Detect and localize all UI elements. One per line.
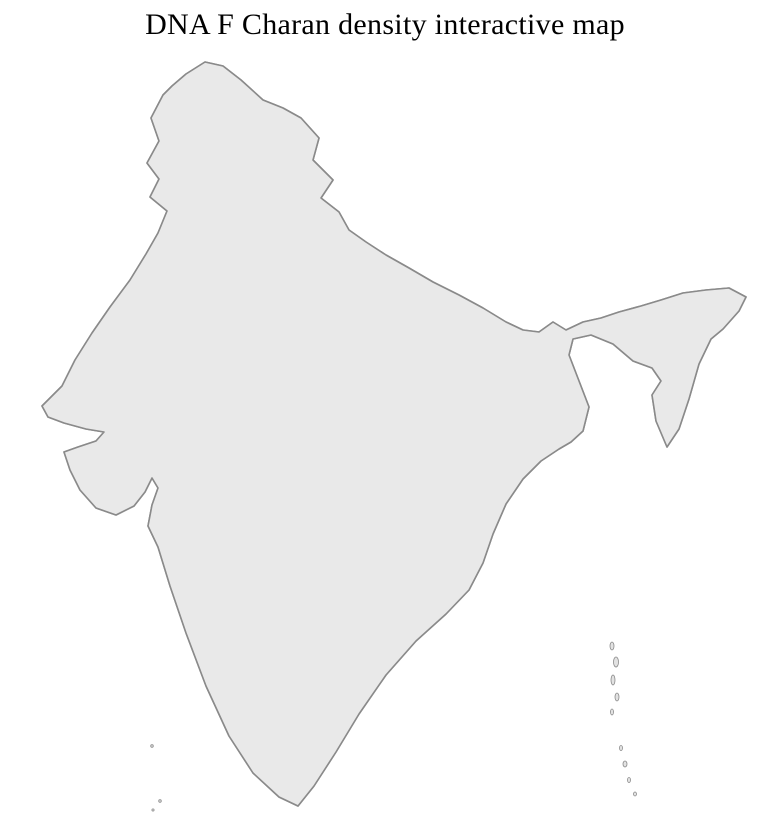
island-shape[interactable] bbox=[151, 808, 155, 812]
island-shape[interactable] bbox=[622, 760, 628, 768]
island-shape[interactable] bbox=[613, 656, 619, 668]
island-shape[interactable] bbox=[150, 744, 154, 748]
island-shape[interactable] bbox=[614, 692, 620, 702]
island-shape[interactable] bbox=[619, 745, 623, 751]
island-districts bbox=[150, 641, 637, 812]
island-shape[interactable] bbox=[158, 799, 162, 803]
island-shape[interactable] bbox=[633, 791, 637, 797]
island-shape[interactable] bbox=[610, 674, 616, 686]
coastline bbox=[41, 61, 747, 807]
island-shape[interactable] bbox=[610, 708, 614, 716]
island-shape[interactable] bbox=[609, 641, 615, 651]
island-shape[interactable] bbox=[627, 777, 631, 783]
page-title: DNA F Charan density interactive map bbox=[145, 8, 625, 41]
